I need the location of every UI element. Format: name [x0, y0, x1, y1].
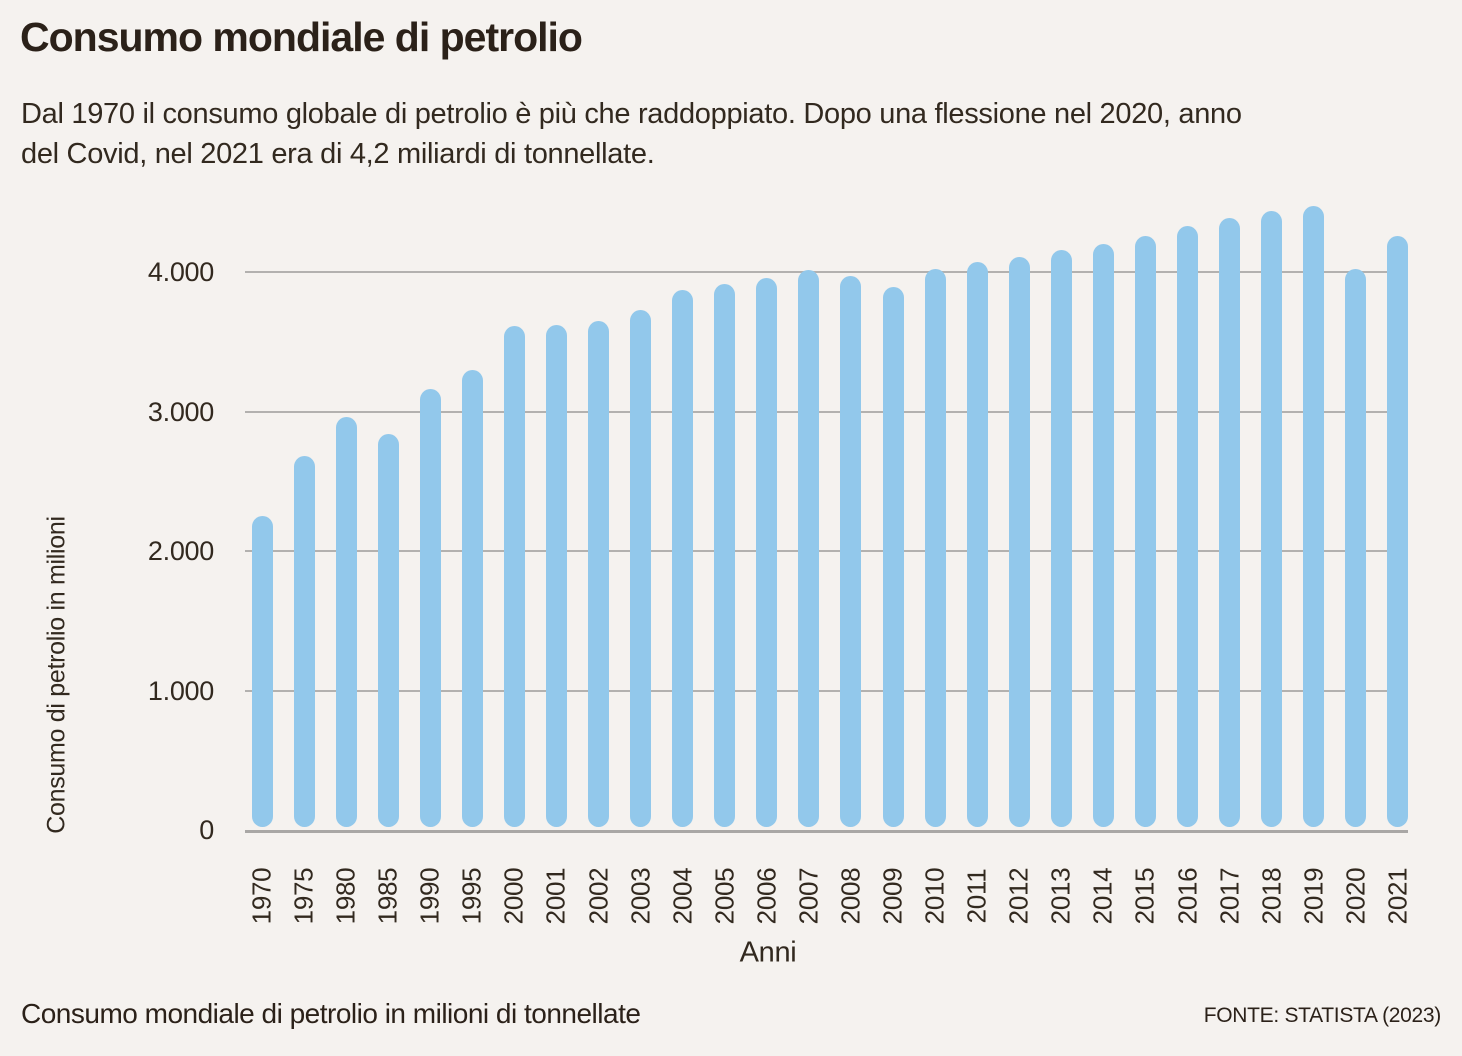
y-tick-label-4000: 4.000 — [147, 257, 214, 287]
y-tick-label-3000: 3.000 — [147, 396, 214, 427]
x-axis-title: Anni — [739, 936, 797, 969]
x-tick-label-2019: 2019 — [1298, 867, 1329, 925]
x-tick-label-1985: 1985 — [372, 867, 403, 925]
bar-1995 — [461, 369, 483, 827]
bar-2021 — [1387, 236, 1409, 827]
x-tick-label-2009: 2009 — [877, 867, 908, 925]
bar-1980 — [335, 417, 357, 827]
bar-2016 — [1177, 225, 1199, 827]
bar-2012 — [1008, 256, 1030, 827]
gridline-4000 — [245, 271, 1408, 273]
x-tick-label-2010: 2010 — [919, 867, 950, 925]
x-tick-label-1990: 1990 — [414, 867, 445, 925]
bar-2010 — [924, 268, 946, 827]
subtitle-line-1: Dal 1970 il consumo globale di petrolio … — [21, 98, 1242, 130]
x-axis-line — [245, 830, 1408, 833]
bar-2008 — [840, 276, 862, 827]
x-tick-label-2014: 2014 — [1087, 867, 1118, 925]
x-tick-label-2015: 2015 — [1129, 867, 1160, 925]
x-tick-label-2007: 2007 — [793, 867, 824, 925]
bar-2018 — [1261, 210, 1283, 827]
x-tick-label-2001: 2001 — [540, 867, 571, 925]
x-tick-label-2013: 2013 — [1045, 867, 1076, 925]
x-tick-label-2005: 2005 — [709, 867, 740, 925]
x-tick-label-2011: 2011 — [961, 868, 992, 924]
bar-2019 — [1303, 205, 1325, 827]
chart-caption: Consumo mondiale di petrolio in milioni … — [21, 998, 641, 1029]
x-tick-label-2018: 2018 — [1256, 867, 1287, 925]
x-tick-label-2004: 2004 — [667, 867, 698, 925]
bar-1990 — [419, 389, 441, 827]
bar-2015 — [1134, 235, 1156, 827]
bar-2014 — [1092, 244, 1114, 827]
bar-2007 — [798, 269, 820, 827]
x-tick-label-2020: 2020 — [1340, 867, 1371, 925]
x-tick-label-2003: 2003 — [625, 867, 656, 925]
x-tick-label-2016: 2016 — [1172, 867, 1203, 925]
bar-2017 — [1219, 217, 1241, 827]
bar-2020 — [1345, 269, 1367, 827]
bar-2004 — [672, 290, 694, 827]
y-tick-label-1000: 1.000 — [147, 675, 214, 706]
bar-2001 — [545, 325, 567, 827]
x-tick-label-1980: 1980 — [330, 867, 361, 925]
x-tick-label-2021: 2021 — [1382, 867, 1413, 925]
x-tick-label-1970: 1970 — [246, 867, 277, 925]
bar-2009 — [882, 287, 904, 827]
bar-2003 — [630, 309, 652, 827]
bar-2011 — [966, 262, 988, 827]
y-axis-title: Consumo di petrolio in milioni — [42, 516, 71, 834]
bar-1985 — [377, 433, 399, 827]
x-tick-label-2008: 2008 — [835, 867, 866, 925]
gridline-3000 — [245, 410, 1408, 413]
bar-1975 — [293, 456, 315, 827]
bar-2005 — [714, 283, 736, 827]
gridline-2000 — [245, 550, 1408, 552]
bar-2000 — [503, 326, 525, 827]
y-tick-label-2000: 2.000 — [147, 536, 214, 566]
chart-subtitle: Dal 1970 il consumo globale di petrolio … — [21, 94, 1242, 174]
y-tick-label-0: 0 — [199, 815, 214, 845]
page-title: Consumo mondiale di petrolio — [20, 14, 583, 60]
x-tick-label-2012: 2012 — [1003, 867, 1034, 925]
x-tick-label-1975: 1975 — [288, 867, 319, 925]
source-credit: FONTE: STATISTA (2023) — [1203, 1004, 1442, 1027]
x-tick-label-2002: 2002 — [583, 867, 614, 925]
x-tick-label-2017: 2017 — [1214, 867, 1245, 925]
gridline-1000 — [245, 689, 1408, 692]
bar-1970 — [251, 516, 273, 827]
x-tick-label-2006: 2006 — [751, 867, 782, 925]
x-tick-label-1995: 1995 — [456, 867, 487, 925]
x-tick-label-2000: 2000 — [498, 867, 529, 925]
bar-2002 — [588, 320, 610, 827]
bar-2013 — [1050, 250, 1072, 827]
subtitle-line-2: del Covid, nel 2021 era di 4,2 miliardi … — [21, 138, 655, 170]
bar-2006 — [756, 278, 778, 827]
